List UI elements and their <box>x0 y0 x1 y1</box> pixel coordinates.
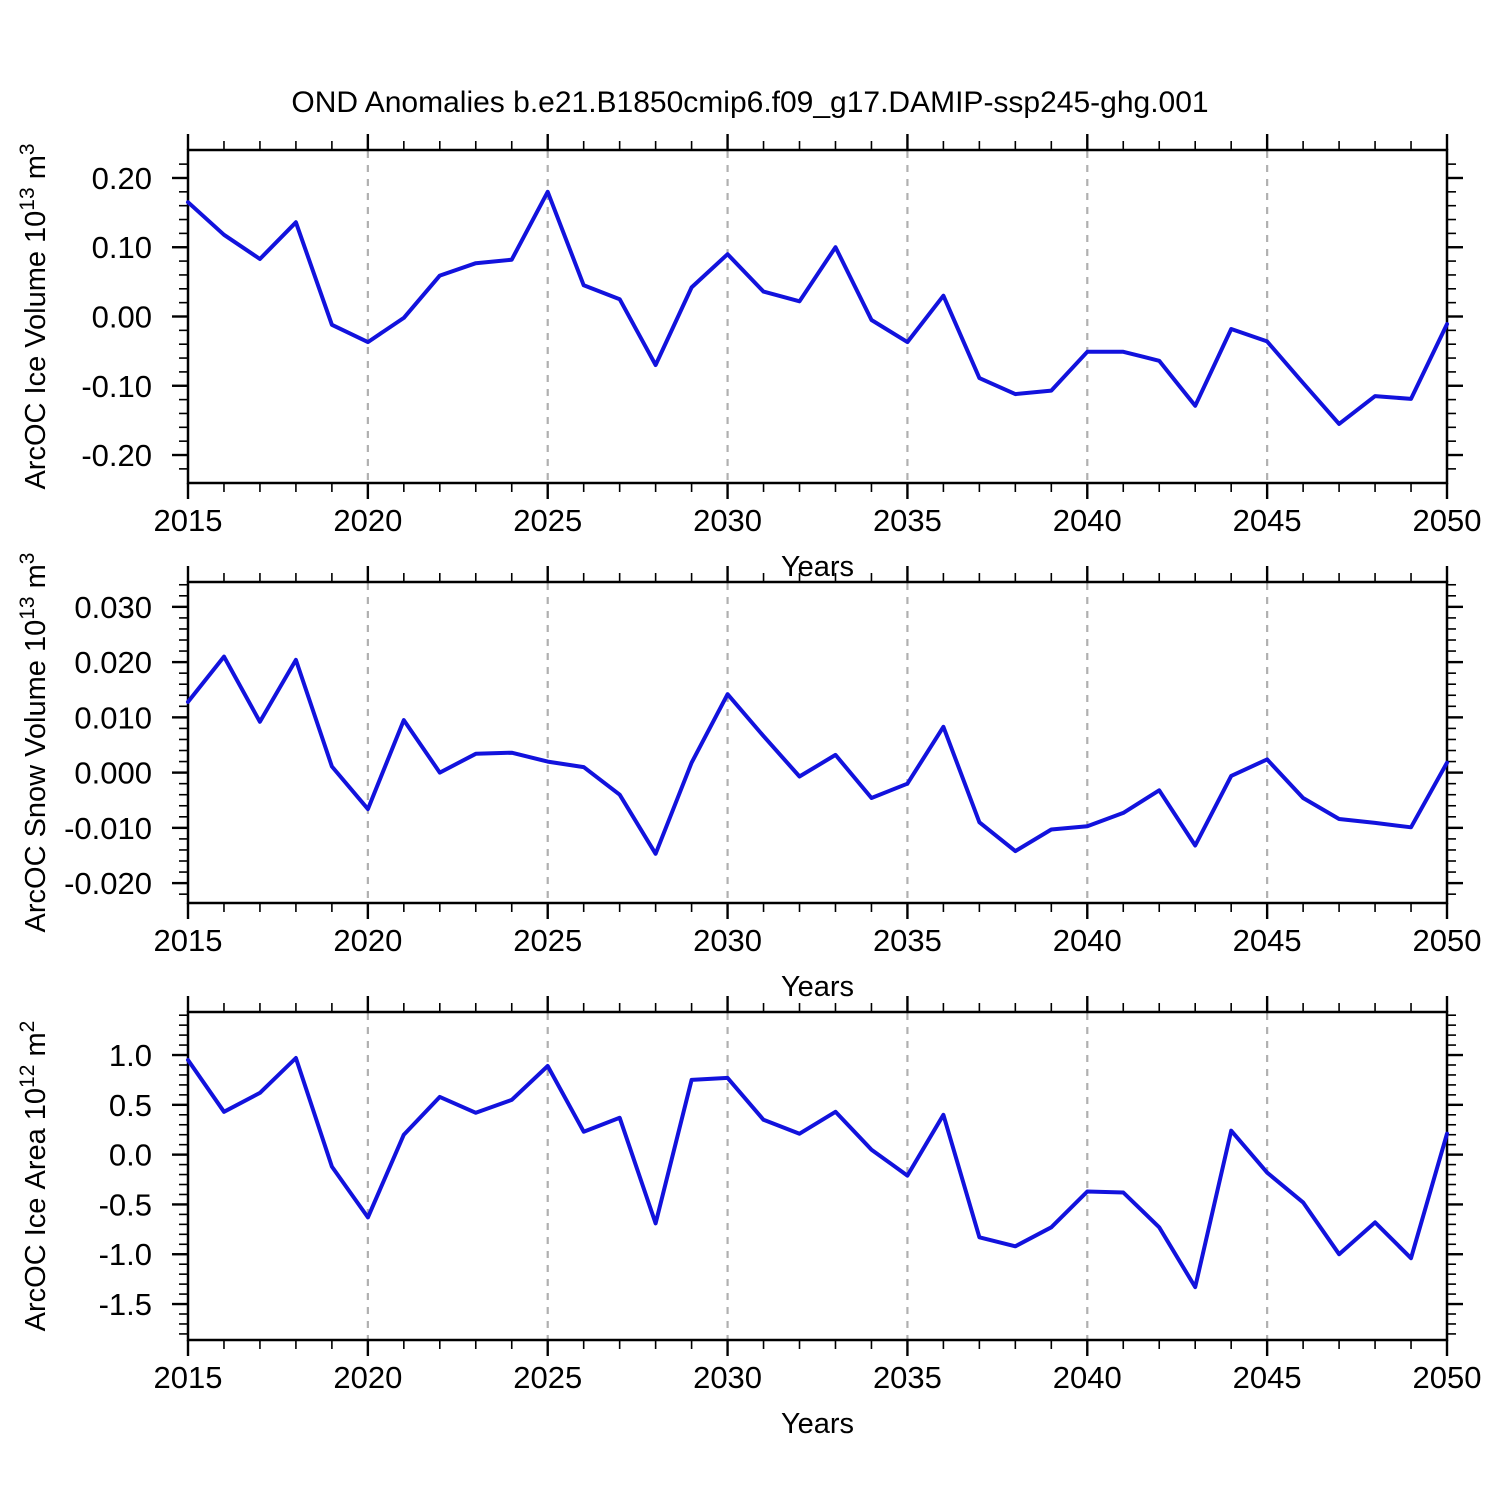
x-tick-label: 2020 <box>333 503 402 538</box>
x-tick-label: 2020 <box>333 1360 402 1395</box>
x-axis-title: Years <box>781 551 854 583</box>
x-axis-title: Years <box>781 971 854 1003</box>
y-axis-title: ArcOC Snow Volume 1013 m3 <box>16 553 52 933</box>
y-axis-title-sup: 3 <box>16 553 39 565</box>
y-tick-label: -0.5 <box>99 1187 152 1222</box>
x-tick-label: 2015 <box>154 503 223 538</box>
y-axis-title-text: m <box>20 155 52 187</box>
panel-frame <box>186 148 1449 485</box>
y-tick-label: 0.0 <box>109 1138 152 1173</box>
panel-frame <box>186 580 1449 905</box>
y-axis-title-sup: 12 <box>16 1065 39 1088</box>
y-axis-title-text: ArcOC Ice Area 10 <box>20 1088 52 1331</box>
y-axis-title-text: m <box>20 1032 52 1064</box>
x-tick-label: 2035 <box>873 503 942 538</box>
panel-arcoc-snow-volume: 2015 2020 2025 2030 2035 2040 2045 2050 0.030 0.0… <box>16 553 1481 1003</box>
y-tick-label: 0.000 <box>74 756 152 791</box>
x-tick-label: 2040 <box>1053 503 1122 538</box>
y-tick-label: 1.0 <box>109 1038 152 1073</box>
x-tick-label: 2045 <box>1233 1360 1302 1395</box>
x-tick-label: 2025 <box>513 1360 582 1395</box>
y-tick-label: -1.5 <box>99 1287 152 1322</box>
x-tick-label: 2025 <box>513 923 582 958</box>
data-polyline <box>186 654 1449 856</box>
panel-arcoc-ice-volume: 2015 2020 2025 2030 2035 2040 2045 2050 0.20 0.10… <box>16 134 1481 583</box>
y-tick-label: -0.20 <box>81 438 152 473</box>
data-polyline <box>186 1056 1449 1290</box>
x-tick-label: 2030 <box>693 1360 762 1395</box>
x-tick-label: 2050 <box>1413 503 1482 538</box>
chart-title: OND Anomalies b.e21.B1850cmip6.f09_g17.D… <box>291 86 1209 119</box>
x-tick-label: 2045 <box>1233 503 1302 538</box>
y-tick-label: 0.20 <box>92 161 152 196</box>
x-tick-label: 2050 <box>1413 1360 1482 1395</box>
y-tick-label: -0.020 <box>64 866 152 901</box>
x-tick-label: 2015 <box>154 923 223 958</box>
y-axis-title: ArcOC Ice Area 1012 m2 <box>16 1021 52 1332</box>
y-axis-title-sup: 2 <box>16 1021 39 1033</box>
x-tick-label: 2030 <box>693 923 762 958</box>
panel-arcoc-ice-area: 2015 2020 2025 2030 2035 2040 2045 2050 1.0 0.5 0.… <box>16 996 1481 1440</box>
x-tick-label: 2020 <box>333 923 402 958</box>
x-tick-label: 2025 <box>513 503 582 538</box>
y-tick-label: 0.10 <box>92 230 152 265</box>
y-axis-title-sup: 13 <box>16 596 39 619</box>
y-tick-label: 0.00 <box>92 300 152 335</box>
y-axis-title-text: m <box>20 564 52 596</box>
panel-frame <box>186 1010 1449 1342</box>
y-tick-label: 0.010 <box>74 700 152 735</box>
y-tick-label: -0.010 <box>64 811 152 846</box>
y-tick-label: 0.5 <box>109 1088 152 1123</box>
y-axis-title-sup: 13 <box>16 187 39 210</box>
y-axis-title-sup: 3 <box>16 143 39 155</box>
x-tick-label: 2045 <box>1233 923 1302 958</box>
x-tick-label: 2040 <box>1053 1360 1122 1395</box>
y-tick-label: -0.10 <box>81 369 152 404</box>
y-axis-title-text: ArcOC Ice Volume 10 <box>20 211 52 490</box>
y-axis-title-text: ArcOC Snow Volume 10 <box>20 620 52 933</box>
x-axis-title: Years <box>781 1408 854 1440</box>
x-tick-label: 2040 <box>1053 923 1122 958</box>
y-axis-title: ArcOC Ice Volume 1013 m3 <box>16 143 52 489</box>
y-tick-label: -1.0 <box>99 1237 152 1272</box>
x-tick-label: 2035 <box>873 1360 942 1395</box>
x-tick-label: 2015 <box>154 1360 223 1395</box>
x-tick-label: 2030 <box>693 503 762 538</box>
x-tick-label: 2050 <box>1413 923 1482 958</box>
x-tick-label: 2035 <box>873 923 942 958</box>
data-polyline <box>186 189 1449 426</box>
y-tick-label: 0.030 <box>74 590 152 625</box>
y-tick-label: 0.020 <box>74 645 152 680</box>
